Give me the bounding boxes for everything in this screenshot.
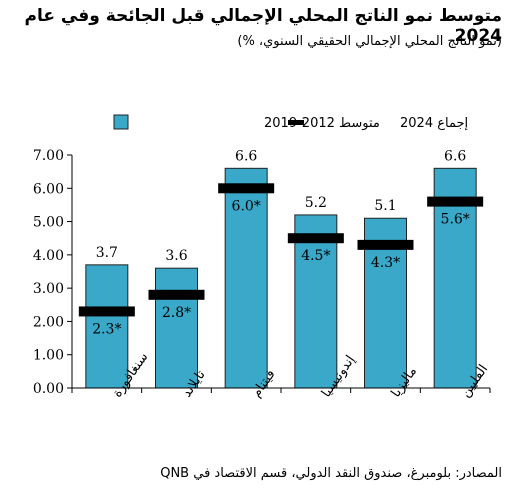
legend-swatch-average — [113, 114, 129, 130]
plot-area: 3.7 3.6 6.6 5.2 5.1 6.6 0.00 1.00 2.00 3.00 4.00 5.… — [33, 148, 491, 400]
y-tick-label: 1.00 — [33, 348, 64, 364]
marker-2024-3 — [218, 183, 275, 194]
bar-1 — [85, 264, 129, 389]
bar-value-label: 5.2 — [305, 195, 327, 211]
y-tick-label: 6.00 — [33, 181, 64, 197]
bar-4 — [294, 214, 338, 389]
marker-value-label: 6.0* — [232, 198, 261, 214]
marker-2024-4 — [287, 233, 344, 244]
bar-value-label: 5.1 — [374, 198, 396, 214]
bar-value-label: 3.7 — [96, 245, 118, 261]
legend-label-2024: إجماع 2024 — [400, 116, 468, 131]
bar-value-label: 6.6 — [235, 148, 257, 164]
marker-2024-5 — [357, 239, 414, 250]
y-tick-label: 0.00 — [33, 381, 64, 397]
marker-2024-1 — [78, 306, 135, 317]
bar-value-label: 3.6 — [165, 248, 187, 264]
marker-value-label: 2.8* — [162, 305, 191, 321]
marker-value-label: 5.6* — [441, 212, 470, 228]
legend: متوسط 2012-2019 إجماع 2024 — [113, 114, 468, 131]
y-tick-label: 3.00 — [33, 281, 64, 297]
legend-label-average: متوسط 2012-2019 — [264, 116, 380, 131]
y-tick-label: 4.00 — [33, 248, 64, 264]
marker-value-label: 4.5* — [301, 248, 330, 264]
marker-value-label: 2.3* — [92, 321, 121, 337]
y-tick-label: 7.00 — [33, 148, 64, 164]
legend-marker-2024 — [288, 120, 304, 125]
chart-title: متوسط نمو الناتج المحلي الإجمالي قبل الج… — [24, 6, 503, 46]
marker-value-label: 4.3* — [371, 255, 400, 271]
bar-value-label: 6.6 — [444, 148, 466, 164]
y-tick-label: 5.00 — [33, 215, 64, 231]
chart-subtitle: (نمو الناتج المحلي الإجمالي الحقيقي السن… — [237, 34, 502, 49]
bar-2 — [155, 267, 198, 389]
y-tick-label: 2.00 — [33, 314, 64, 330]
source-note: المصادر: بلومبرغ، صندوق النقد الدولي، قس… — [160, 466, 502, 481]
marker-2024-2 — [148, 289, 205, 300]
marker-2024-6 — [427, 196, 484, 207]
